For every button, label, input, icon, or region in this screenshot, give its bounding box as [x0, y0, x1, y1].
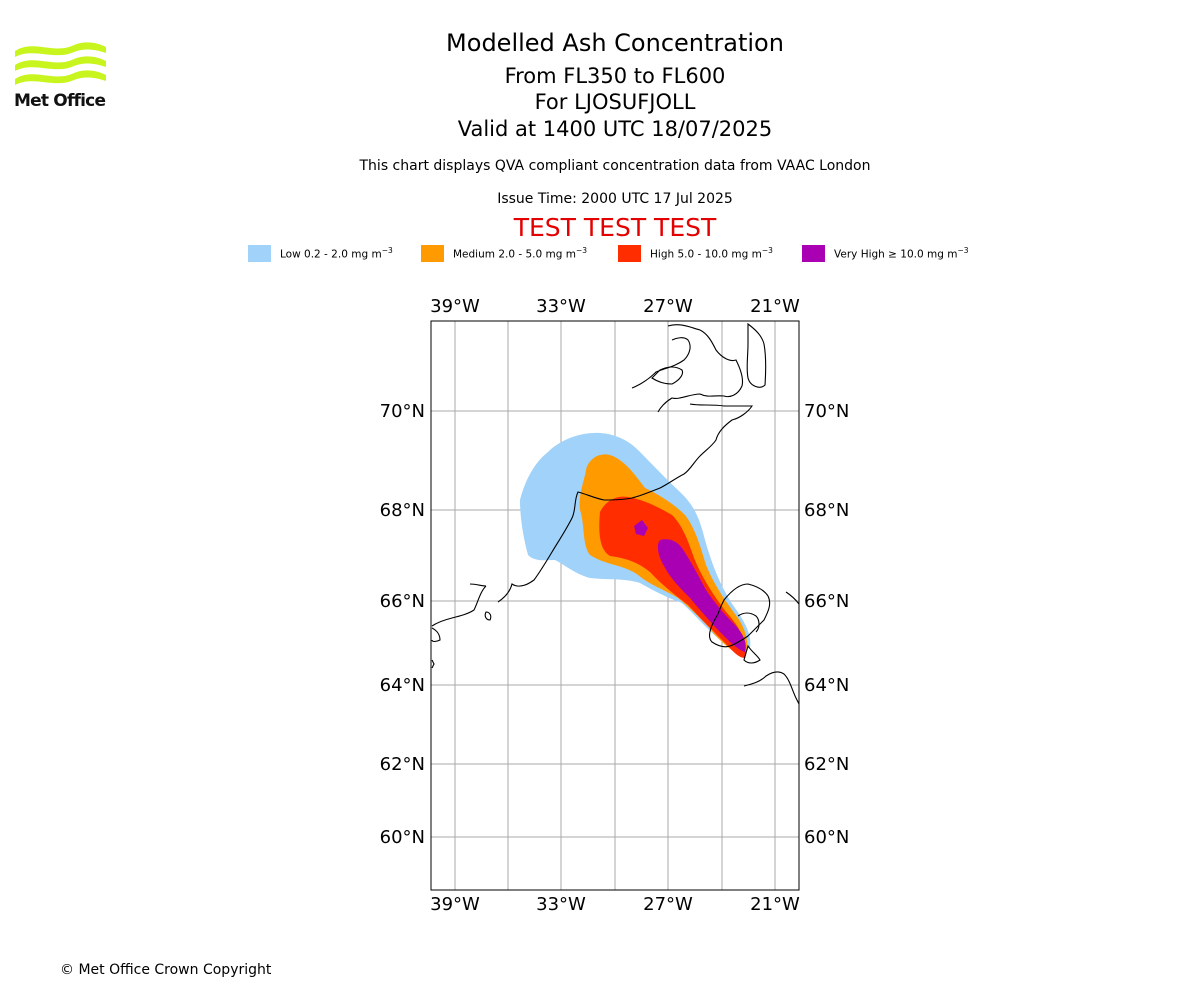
- ash-very-high-spot: [634, 520, 648, 536]
- legend-swatch-low: [248, 245, 271, 262]
- legend-label-very-high: Very High ≥ 10.0 mg m−3: [834, 246, 969, 261]
- lat-label-60n-right: 60°N: [804, 827, 849, 848]
- lat-label-70n-left: 70°N: [380, 401, 425, 422]
- lon-label-33w-bottom: 33°W: [536, 894, 586, 915]
- map-gridlines: [431, 321, 799, 890]
- test-banner: TEST TEST TEST: [513, 213, 717, 242]
- lat-label-60n-left: 60°N: [380, 827, 425, 848]
- lat-label-64n-right: 64°N: [804, 675, 849, 696]
- lat-label-66n-left: 66°N: [380, 591, 425, 612]
- lon-label-33w-top: 33°W: [536, 296, 586, 317]
- lat-label-68n-left: 68°N: [380, 500, 425, 521]
- lon-labels-top: 39°W 33°W 27°W 21°W: [430, 296, 800, 317]
- lon-labels-bottom: 39°W 33°W 27°W 21°W: [430, 894, 800, 915]
- legend-label-low: Low 0.2 - 2.0 mg m−3: [280, 246, 393, 261]
- lat-label-62n-left: 62°N: [380, 754, 425, 775]
- lat-label-62n-right: 62°N: [804, 754, 849, 775]
- issue-time: Issue Time: 2000 UTC 17 Jul 2025: [497, 191, 733, 207]
- ash-very-high-region: [657, 539, 746, 652]
- flight-level-range: From FL350 to FL600: [504, 64, 726, 88]
- lat-labels-left: 70°N 68°N 66°N 64°N 62°N 60°N: [380, 401, 425, 848]
- lat-label-68n-right: 68°N: [804, 500, 849, 521]
- lon-label-21w-top: 21°W: [750, 296, 800, 317]
- legend-swatch-high: [618, 245, 641, 262]
- met-office-logo: [15, 42, 106, 85]
- map-frame: [430, 320, 800, 891]
- chart-title: Modelled Ash Concentration: [446, 29, 784, 57]
- lon-label-39w-top: 39°W: [430, 296, 480, 317]
- legend-swatch-very-high: [802, 245, 825, 262]
- volcano-location: For LJOSUFJOLL: [534, 90, 696, 114]
- legend-swatch-medium: [421, 245, 444, 262]
- legend-label-high: High 5.0 - 10.0 mg m−3: [650, 246, 773, 261]
- chart-description: This chart displays QVA compliant concen…: [359, 158, 871, 174]
- lon-label-21w-bottom: 21°W: [750, 894, 800, 915]
- lon-label-27w-top: 27°W: [643, 296, 693, 317]
- copyright-notice: © Met Office Crown Copyright: [60, 962, 272, 978]
- lat-labels-right: 70°N 68°N 66°N 64°N 62°N 60°N: [804, 401, 849, 848]
- lon-label-39w-bottom: 39°W: [430, 894, 480, 915]
- lat-label-66n-right: 66°N: [804, 591, 849, 612]
- logo-text: Met Office: [14, 91, 106, 111]
- valid-time: Valid at 1400 UTC 18/07/2025: [457, 117, 773, 141]
- coastlines: [431, 322, 799, 705]
- lon-label-27w-bottom: 27°W: [643, 894, 693, 915]
- lat-label-70n-right: 70°N: [804, 401, 849, 422]
- lat-label-64n-left: 64°N: [380, 675, 425, 696]
- legend-label-medium: Medium 2.0 - 5.0 mg m−3: [453, 246, 588, 261]
